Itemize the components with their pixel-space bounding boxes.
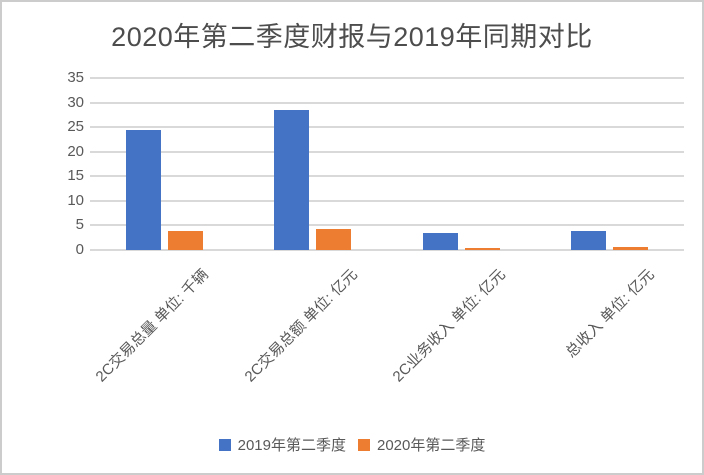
- bar-group: [536, 78, 685, 250]
- bar-series-0: [422, 233, 458, 250]
- gridline: [90, 102, 684, 104]
- legend-swatch-icon: [358, 438, 370, 451]
- bar-group: [90, 78, 239, 250]
- legend-item: 2020年第二季度: [358, 434, 485, 455]
- y-tick-label: 5: [75, 216, 84, 233]
- legend-label: 2019年第二季度: [237, 437, 346, 454]
- y-tick-label: 35: [67, 69, 84, 86]
- bar-series-0: [274, 110, 310, 250]
- gridline: [90, 77, 684, 79]
- legend: 2019年第二季度 2020年第二季度: [2, 434, 702, 455]
- y-tick-label: 25: [67, 118, 84, 135]
- y-tick-label: 0: [75, 241, 84, 258]
- x-category-label: 总收入 单位: 亿元: [563, 266, 659, 362]
- bar-series-0: [125, 130, 161, 250]
- y-tick-label: 30: [67, 94, 84, 111]
- x-category-label: 2C业务收入 单位: 亿元: [389, 266, 510, 386]
- gridline: [90, 175, 684, 177]
- gridline: [90, 151, 684, 153]
- gridline: [90, 249, 684, 251]
- legend-item: 2019年第二季度: [218, 434, 346, 455]
- gridline: [90, 126, 684, 128]
- bar-group: [387, 78, 536, 250]
- chart-title: 2020年第二季度财报与2019年同期对比: [111, 22, 593, 52]
- plot-area: [90, 77, 684, 251]
- bar-series-1: [464, 248, 500, 250]
- bar-groups: [90, 78, 684, 250]
- bar-series-1: [613, 247, 649, 250]
- bar-group: [239, 78, 388, 250]
- y-tick-label: 15: [67, 167, 84, 184]
- gridline: [90, 224, 684, 226]
- y-tick-label: 10: [67, 192, 84, 209]
- x-category-label: 2C交易总额 单位: 亿元: [241, 266, 362, 386]
- x-category-label: 2C交易总量 单位: 千辆: [92, 266, 213, 386]
- y-tick-label: 20: [67, 143, 84, 160]
- bar-series-1: [316, 229, 352, 250]
- gridline: [90, 200, 684, 202]
- legend-label: 2020年第二季度: [377, 437, 486, 454]
- bar-series-1: [167, 231, 203, 250]
- bar-series-0: [571, 231, 607, 250]
- legend-swatch-icon: [218, 438, 231, 451]
